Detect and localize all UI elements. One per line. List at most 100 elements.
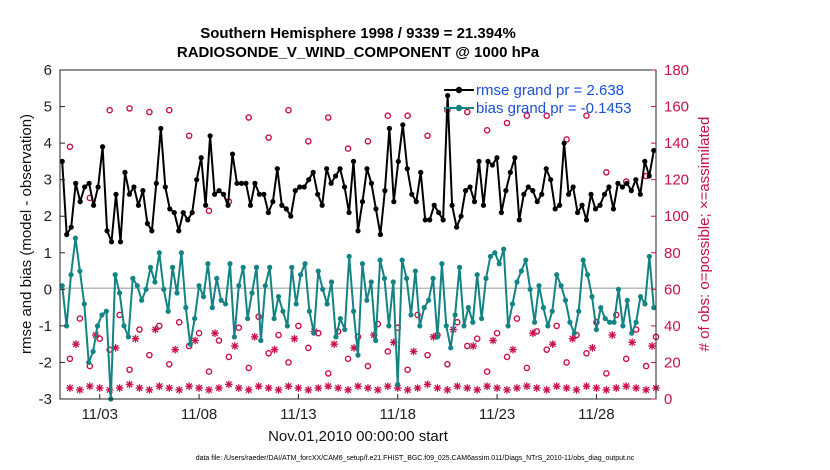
possible-obs-point — [344, 355, 352, 363]
rmse-point — [395, 158, 401, 164]
rmse-point — [319, 202, 325, 208]
possible-obs-point — [66, 143, 74, 151]
bias-point — [355, 352, 361, 358]
rmse-point — [207, 133, 213, 139]
bias-point — [633, 319, 639, 325]
rmse-point — [64, 231, 70, 238]
bias-point — [139, 297, 145, 303]
rmse-point — [216, 188, 222, 194]
possible-obs-point — [205, 368, 213, 375]
bias-point — [236, 283, 242, 289]
bias-point — [536, 283, 542, 289]
rmse-point — [104, 228, 110, 234]
rmse-point — [203, 202, 209, 208]
left-y-tick-label: -1 — [39, 318, 52, 335]
assimilated-obs-point — [95, 384, 104, 392]
rmse-point — [73, 180, 79, 186]
rmse-point — [346, 209, 352, 216]
possible-obs-point — [106, 106, 113, 114]
possible-obs-point — [245, 364, 253, 372]
bias-point — [306, 308, 313, 314]
assimilated-obs-point — [225, 380, 233, 389]
bias-point — [205, 261, 211, 267]
possible-obs-point — [305, 344, 312, 352]
plot-frame — [59, 69, 657, 400]
bias-point — [615, 286, 622, 292]
x-tick-label: 11/03 — [82, 406, 118, 423]
bias-point — [496, 261, 502, 267]
rmse-point — [149, 228, 155, 234]
bias-point — [298, 272, 304, 278]
rmse-point — [610, 206, 617, 212]
bias-point — [514, 279, 520, 285]
possible-obs-point — [76, 315, 84, 322]
assimilated-obs-point — [513, 384, 521, 392]
left-y-tick-label: 1 — [44, 245, 52, 262]
rmse-point — [337, 166, 343, 172]
assimilated-obs-point — [86, 382, 94, 391]
rmse-point — [189, 209, 195, 216]
bias-point — [152, 279, 158, 285]
possible-obs-point — [245, 114, 253, 121]
rmse-point — [315, 191, 321, 197]
rmse-point — [108, 239, 115, 245]
bias-point — [505, 323, 511, 329]
rmse-point — [180, 209, 186, 216]
rmse-point — [117, 239, 124, 245]
bias-point — [518, 268, 524, 274]
bias-point — [267, 264, 273, 270]
possible-obs-point — [603, 169, 610, 176]
bias-point — [81, 301, 87, 307]
assimilated-obs-point — [572, 386, 581, 394]
bias-point — [381, 275, 388, 281]
assimilated-obs-point — [628, 338, 636, 347]
rmse-point — [445, 92, 451, 99]
rmse-point — [324, 166, 330, 172]
assimilated-obs-point — [403, 386, 412, 394]
assimilated-obs-point — [489, 336, 497, 345]
bias-point — [231, 334, 237, 340]
bias-point — [448, 345, 454, 351]
assimilated-obs-point — [582, 382, 591, 391]
assimilated-obs-point — [250, 333, 259, 341]
bias-point — [227, 261, 233, 267]
rmse-point — [185, 217, 191, 223]
bias-point — [350, 308, 357, 314]
bias-point — [395, 381, 401, 387]
bias-point — [94, 323, 101, 329]
bias-point — [324, 301, 330, 307]
bias-point — [531, 319, 538, 325]
rmse-point — [135, 202, 142, 208]
possible-obs-point — [96, 335, 104, 342]
bias-point — [161, 286, 167, 292]
chart-title-line1: Southern Hemisphere 1998 / 9339 = 21.394… — [200, 25, 516, 42]
assimilated-obs-point — [642, 386, 650, 394]
possible-obs-point — [563, 359, 570, 366]
rmse-point — [225, 202, 231, 208]
possible-obs-point — [146, 351, 153, 359]
bias-point — [602, 315, 608, 322]
bias-point — [377, 257, 383, 263]
bias-point — [302, 261, 308, 267]
rmse-point — [525, 184, 531, 190]
rmse-point — [467, 184, 473, 190]
rmse-series — [59, 92, 657, 245]
rmse-point — [99, 144, 106, 150]
rmse-point — [458, 213, 464, 219]
possible-obs-point — [523, 112, 531, 119]
rmse-point — [566, 191, 572, 197]
rmse-point — [77, 199, 83, 205]
left-y-tick-label: -3 — [39, 391, 52, 408]
rmse-point — [404, 166, 410, 172]
possible-obs-point — [126, 105, 133, 112]
rmse-point — [503, 188, 509, 194]
bias-point — [103, 308, 109, 314]
assimilated-obs-point — [125, 380, 134, 389]
assimilated-obs-point — [191, 336, 199, 345]
rmse-point — [153, 180, 159, 186]
assimilated-obs-point — [562, 384, 571, 392]
bias-point — [359, 261, 366, 267]
bias-point — [549, 308, 555, 314]
bias-point — [390, 279, 396, 285]
assimilated-obs-point — [334, 384, 342, 392]
